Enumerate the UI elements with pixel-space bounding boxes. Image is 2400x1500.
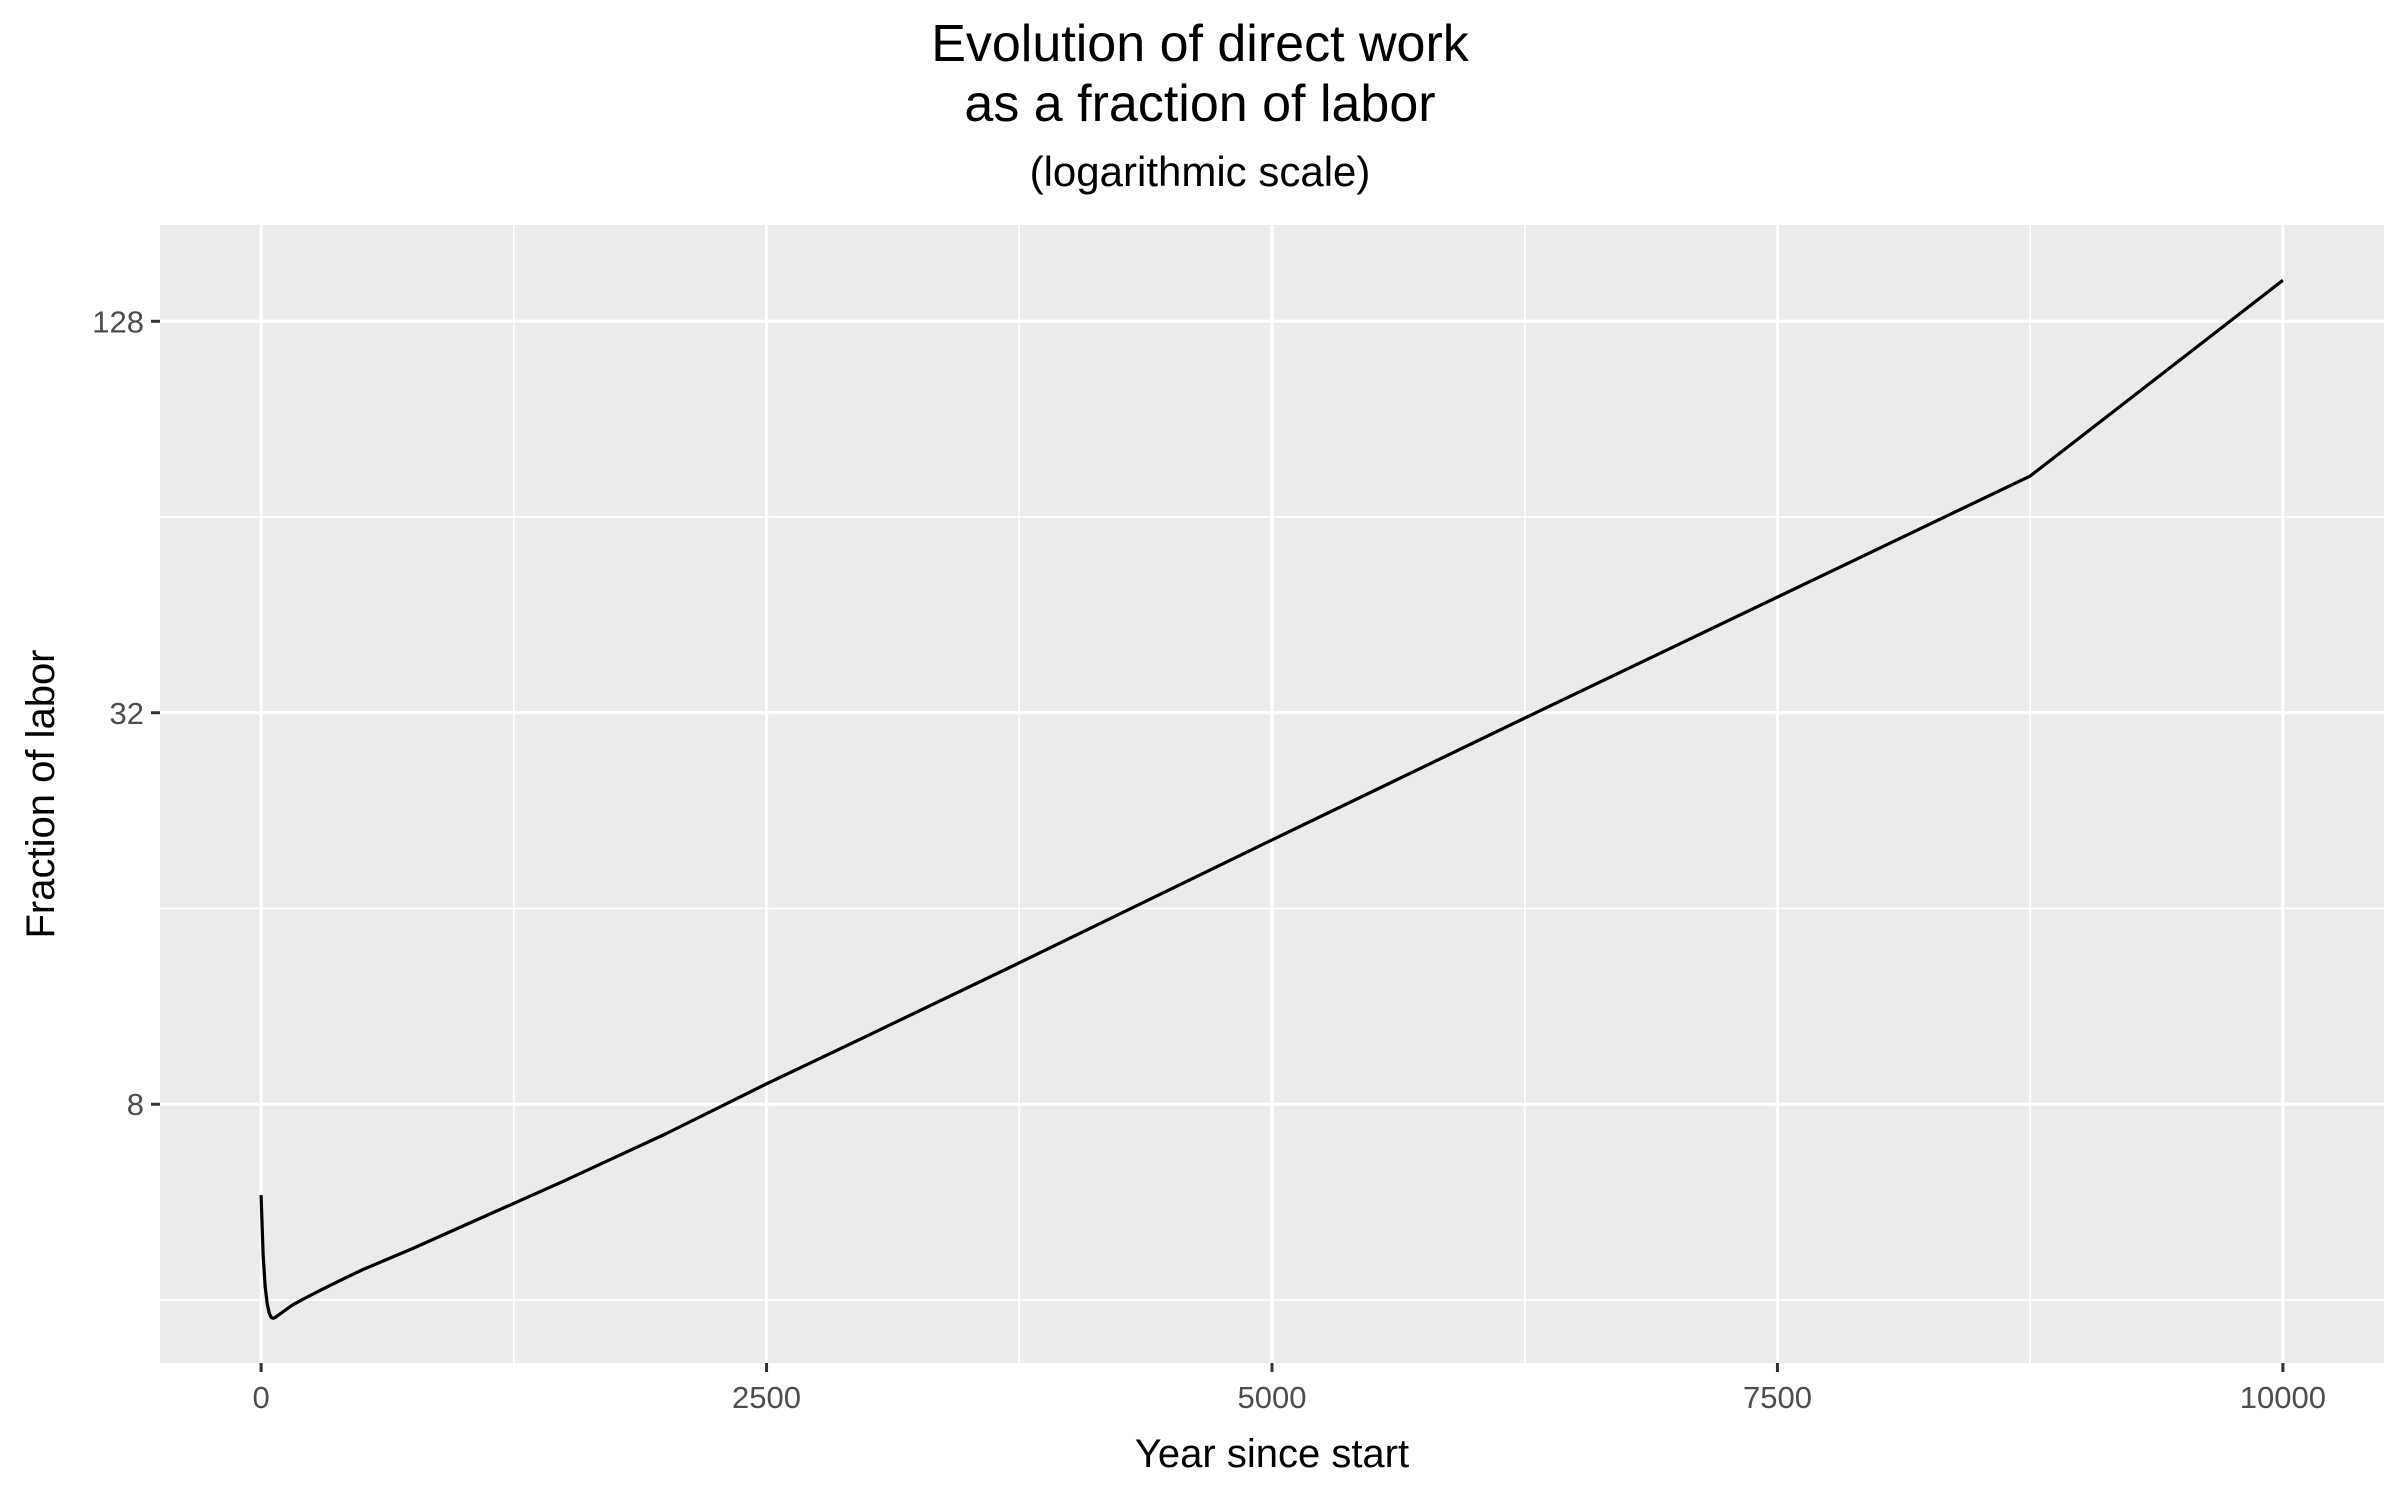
x-axis: 0 2500 5000 7500 10000: [252, 1363, 2326, 1415]
x-axis-title: Year since start: [1135, 1432, 1409, 1476]
y-tick-label: 8: [127, 1087, 144, 1122]
series-layer: [259, 279, 2284, 1320]
series-line: [259, 279, 2284, 1320]
x-tick-label: 5000: [1238, 1380, 1307, 1415]
x-tick-label: 7500: [1743, 1380, 1812, 1415]
y-tick-label: 32: [110, 696, 144, 731]
y-axis: 8 32 128: [92, 304, 160, 1122]
x-tick-label: 2500: [732, 1380, 801, 1415]
x-tick-label: 10000: [2240, 1380, 2326, 1415]
major-gridlines: [160, 225, 2384, 1363]
chart-title-line-2: as a fraction of labor: [964, 75, 1436, 133]
y-axis-title: Fraction of labor: [19, 649, 63, 938]
chart-subtitle: (logarithmic scale): [1029, 148, 1371, 195]
x-tick-label: 0: [252, 1380, 269, 1415]
chart-title-line-1: Evolution of direct work: [931, 15, 1469, 73]
y-tick-label: 128: [92, 304, 144, 339]
